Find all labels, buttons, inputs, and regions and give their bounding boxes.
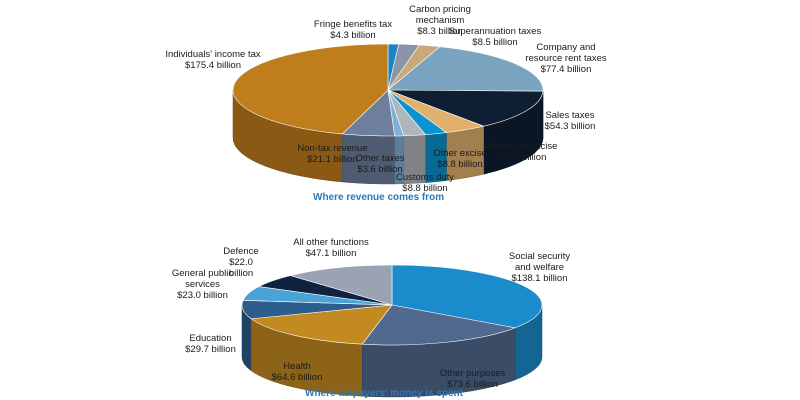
spending-chart-title: Where taxpayers' money is spent: [305, 388, 463, 399]
revenue-label-individuals-income-tax: Individuals' income tax $175.4 billion: [158, 49, 268, 71]
revenue-label-petroleum-excise: Petroleum excise $17.2 billion: [476, 141, 566, 163]
revenue-slice-individuals-income-tax: [232, 43, 389, 135]
spending-label-name: Health: [283, 361, 311, 372]
spending-label-health: Health $64.6 billion: [262, 361, 332, 383]
spending-label-social-security-and-welfare: Social security and welfare $138.1 billio…: [492, 251, 587, 284]
spending-label-name: Social security and welfare: [508, 251, 571, 273]
revenue-label-name: Company and resource rent taxes: [525, 42, 607, 64]
spending-slice-all-other-functions: [289, 264, 393, 306]
spending-label-general-public-services: General public services $23.0 billion: [170, 268, 235, 301]
revenue-label-value: $3.6 billion: [357, 164, 403, 175]
revenue-label-name: Petroleum excise: [484, 141, 558, 152]
revenue-label-name: Non-tax revenue: [297, 143, 368, 154]
revenue-label-value: $8.8 billion: [402, 183, 448, 194]
spending-label-name: Other purposes: [439, 368, 506, 379]
revenue-slice-sales-taxes: [387, 89, 544, 127]
revenue-label-value: $175.4 billion: [185, 60, 241, 71]
revenue-label-value: $8.3 billion: [417, 26, 463, 37]
revenue-label-value: $8.8 billion: [437, 159, 483, 170]
spending-label-value: $22.0 billion: [228, 257, 254, 279]
spending-label-defence: Defence $22.0 billion: [216, 246, 266, 279]
revenue-label-name: Sales taxes: [545, 110, 595, 121]
revenue-label-value: $17.2 billion: [495, 152, 547, 163]
revenue-label-other-excise: Other excise $8.8 billion: [430, 148, 490, 170]
spending-label-name: General public services: [171, 268, 234, 290]
revenue-label-value: $8.5 billion: [472, 37, 518, 48]
spending-label-all-other-functions: All other functions $47.1 billion: [286, 237, 376, 259]
spending-slice-health: [250, 304, 393, 345]
revenue-pie: [232, 43, 544, 185]
spending-pie: [241, 264, 543, 398]
spending-label-name: Defence: [223, 246, 259, 257]
spending-label-name: Education: [189, 333, 232, 344]
spending-slice-social-security-and-welfare: [391, 264, 543, 329]
revenue-label-company-and-resource-rent-taxes: Company and resource rent taxes $77.4 bil…: [512, 42, 620, 75]
revenue-label-carbon-pricing-mechanism: Carbon pricing mechanism $8.3 billion: [400, 4, 480, 37]
revenue-label-customs-duty: Customs duty $8.8 billion: [395, 172, 455, 194]
revenue-slice-company-and-resource-rent-taxes: [387, 46, 544, 92]
revenue-label-name: Customs duty: [395, 172, 455, 183]
revenue-label-name: Other excise: [433, 148, 487, 159]
spending-label-other-purposes: Other purposes $73.6 billion: [425, 368, 520, 390]
revenue-label-other-taxes: Other taxes $3.6 billion: [350, 153, 410, 175]
spending-label-value: $73.6 billion: [447, 379, 498, 390]
revenue-label-value: $54.3 billion: [544, 121, 596, 132]
revenue-label-value: $77.4 billion: [540, 64, 592, 75]
spending-slice-other-purposes: [361, 304, 517, 346]
spending-label-value: $23.0 billion: [177, 290, 228, 301]
revenue-label-fringe-benefits-tax: Fringe benefits tax $4.3 billion: [298, 19, 408, 41]
spending-label-education: Education $29.7 billion: [178, 333, 243, 355]
spending-label-value: $29.7 billion: [185, 344, 236, 355]
revenue-label-name: Fringe benefits tax: [313, 19, 393, 30]
revenue-label-sales-taxes: Sales taxes $54.3 billion: [530, 110, 610, 132]
revenue-label-non-tax-revenue: Non-tax revenue $21.1 billion: [295, 143, 370, 165]
spending-label-name: All other functions: [293, 237, 369, 248]
revenue-label-name: Individuals' income tax: [165, 49, 261, 60]
revenue-label-name: Superannuation taxes: [448, 26, 542, 37]
revenue-label-name: Carbon pricing mechanism: [409, 4, 471, 26]
spending-label-value: $138.1 billion: [511, 273, 568, 284]
revenue-label-value: $21.1 billion: [307, 154, 358, 165]
revenue-label-superannuation-taxes: Superannuation taxes $8.5 billion: [445, 26, 545, 48]
spending-label-value: $47.1 billion: [305, 248, 357, 259]
spending-label-value: $64.6 billion: [271, 372, 323, 383]
revenue-label-value: $4.3 billion: [330, 30, 376, 41]
revenue-label-name: Other taxes: [355, 153, 405, 164]
revenue-chart-title: Where revenue comes from: [313, 192, 445, 203]
